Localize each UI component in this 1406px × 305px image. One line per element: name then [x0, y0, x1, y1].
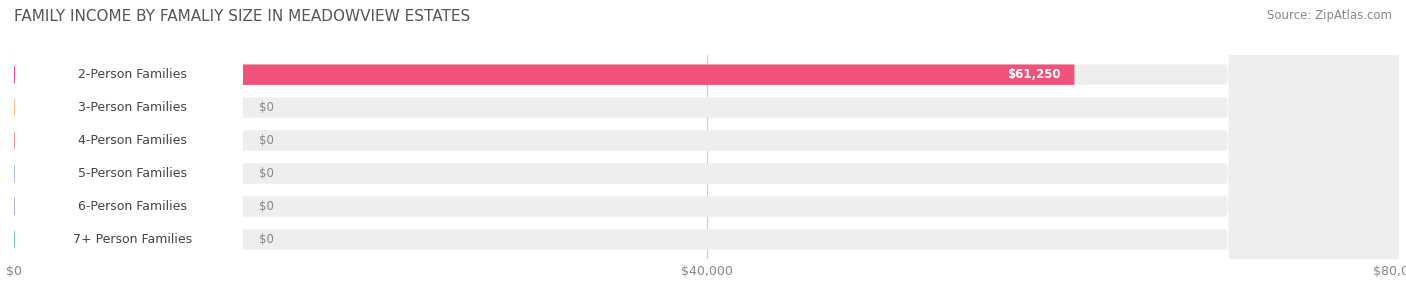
Text: $61,250: $61,250	[1007, 68, 1060, 81]
Text: $0: $0	[259, 167, 274, 180]
FancyBboxPatch shape	[14, 0, 1399, 305]
FancyBboxPatch shape	[14, 0, 243, 305]
Text: $0: $0	[259, 134, 274, 147]
Text: Source: ZipAtlas.com: Source: ZipAtlas.com	[1267, 9, 1392, 22]
Text: 4-Person Families: 4-Person Families	[79, 134, 187, 147]
Text: $0: $0	[259, 233, 274, 246]
FancyBboxPatch shape	[14, 0, 243, 305]
Text: 3-Person Families: 3-Person Families	[79, 101, 187, 114]
Text: 6-Person Families: 6-Person Families	[79, 200, 187, 213]
Text: $0: $0	[259, 200, 274, 213]
FancyBboxPatch shape	[14, 64, 1074, 85]
FancyBboxPatch shape	[14, 0, 1399, 305]
Text: $0: $0	[259, 101, 274, 114]
FancyBboxPatch shape	[14, 0, 243, 305]
FancyBboxPatch shape	[14, 0, 1399, 305]
Text: 2-Person Families: 2-Person Families	[79, 68, 187, 81]
FancyBboxPatch shape	[14, 0, 1399, 305]
Text: FAMILY INCOME BY FAMALIY SIZE IN MEADOWVIEW ESTATES: FAMILY INCOME BY FAMALIY SIZE IN MEADOWV…	[14, 9, 471, 24]
FancyBboxPatch shape	[14, 0, 243, 305]
FancyBboxPatch shape	[14, 0, 243, 305]
Text: 5-Person Families: 5-Person Families	[79, 167, 187, 180]
FancyBboxPatch shape	[14, 0, 1399, 305]
FancyBboxPatch shape	[14, 0, 1399, 305]
Text: 7+ Person Families: 7+ Person Families	[73, 233, 193, 246]
FancyBboxPatch shape	[14, 0, 243, 305]
